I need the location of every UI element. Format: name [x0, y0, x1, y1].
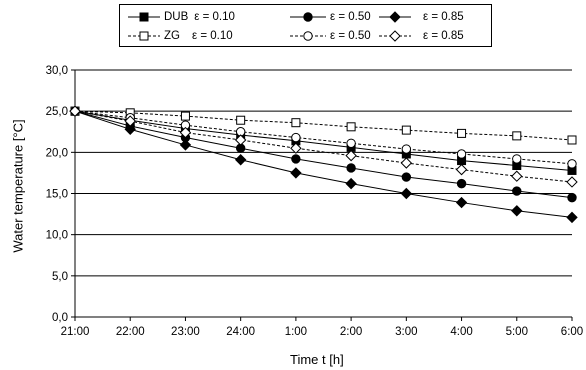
data-point-3-2 [180, 111, 190, 121]
data-point-2-3 [234, 154, 247, 166]
data-point-5-7 [455, 163, 468, 176]
data-point-3-4 [291, 118, 301, 128]
data-point-3-5 [346, 122, 356, 132]
x-tick-label: 22:00 [116, 326, 145, 338]
data-point-3-7 [457, 128, 467, 138]
x-tick-label: 2:00 [340, 326, 362, 338]
legend-eps: ε = 0.50 [330, 30, 371, 42]
y-tick-label: 20,0 [46, 147, 68, 159]
legend-group: ZG [164, 30, 180, 42]
data-point-5-5 [345, 149, 357, 162]
data-point-4-5 [346, 138, 356, 148]
data-point-4-7 [456, 149, 467, 159]
x-tick-label: 4:00 [450, 326, 472, 338]
data-point-5-0 [69, 105, 81, 117]
data-point-1-4 [291, 154, 301, 164]
x-tick-label: 21:00 [61, 326, 90, 338]
data-point-5-6 [400, 157, 413, 169]
legend-marker-filled-diamond [379, 11, 411, 23]
data-point-2-6 [400, 187, 413, 200]
data-point-1-8 [512, 186, 522, 196]
data-point-3-3 [236, 115, 246, 125]
data-point-5-1 [124, 115, 136, 127]
data-point-1-6 [401, 172, 412, 182]
y-tick-label: 5,0 [52, 271, 68, 283]
series-line-3 [74, 110, 573, 141]
data-point-4-4 [291, 132, 301, 143]
y-tick-label: 30,0 [46, 65, 68, 77]
y-tick-label: 25,0 [46, 106, 68, 118]
legend-eps: ε = 0.85 [423, 11, 464, 23]
data-point-4-6 [401, 144, 412, 154]
y-tick-label: 0,0 [52, 312, 68, 324]
legend-marker-open-circle [290, 31, 326, 41]
x-tick-label: 23:00 [171, 326, 200, 338]
x-tick-label: 5:00 [506, 326, 528, 338]
legend-marker-filled-circle [290, 12, 326, 22]
data-point-1-5 [346, 163, 356, 173]
x-tick-label: 6:00 [561, 326, 583, 338]
legend-marker-filled-square [128, 12, 160, 22]
series-line-5 [74, 110, 573, 183]
legend-eps: ε = 0.10 [194, 11, 235, 23]
data-point-2-4 [290, 167, 302, 179]
data-point-2-2 [179, 139, 192, 151]
data-point-5-2 [179, 126, 192, 139]
x-tick-label: 3:00 [395, 326, 417, 338]
y-axis-title: Water temperature [°C] [10, 119, 26, 253]
series-line-0 [74, 110, 573, 171]
data-point-4-9 [567, 159, 577, 169]
data-point-5-3 [234, 134, 247, 146]
data-point-2-5 [345, 177, 357, 190]
legend-group: DUB [164, 11, 189, 23]
x-tick-label: 24:00 [226, 326, 255, 338]
legend-marker-open-square [128, 31, 160, 41]
legend: DUB ε = 0.10 ε = 0.50 ε = 0.85 ZG ε = 0.10… [119, 4, 492, 47]
data-point-5-8 [511, 170, 523, 182]
y-tick-label: 10,0 [46, 230, 68, 242]
legend-eps: ε = 0.10 [192, 30, 233, 42]
data-point-2-9 [566, 211, 578, 224]
data-point-5-9 [566, 176, 578, 188]
series-line-2 [74, 110, 573, 218]
series-line-1 [74, 110, 573, 199]
data-point-2-8 [511, 205, 523, 217]
data-point-4-8 [512, 154, 522, 164]
series-line-4 [74, 110, 573, 165]
x-tick-label: 1:00 [285, 326, 307, 338]
data-point-1-9 [567, 192, 577, 203]
legend-marker-open-diamond [379, 30, 411, 42]
data-point-3-8 [512, 131, 522, 141]
data-point-1-7 [456, 178, 467, 189]
data-point-3-6 [401, 125, 411, 135]
y-tick-label: 15,0 [46, 189, 68, 201]
legend-eps: ε = 0.50 [330, 11, 371, 23]
x-axis-title: Time t [h] [290, 352, 344, 367]
legend-eps: ε = 0.85 [423, 30, 464, 42]
data-point-2-7 [455, 196, 468, 209]
data-point-2-1 [124, 123, 136, 135]
data-point-3-9 [567, 135, 577, 145]
data-point-5-4 [290, 142, 302, 154]
